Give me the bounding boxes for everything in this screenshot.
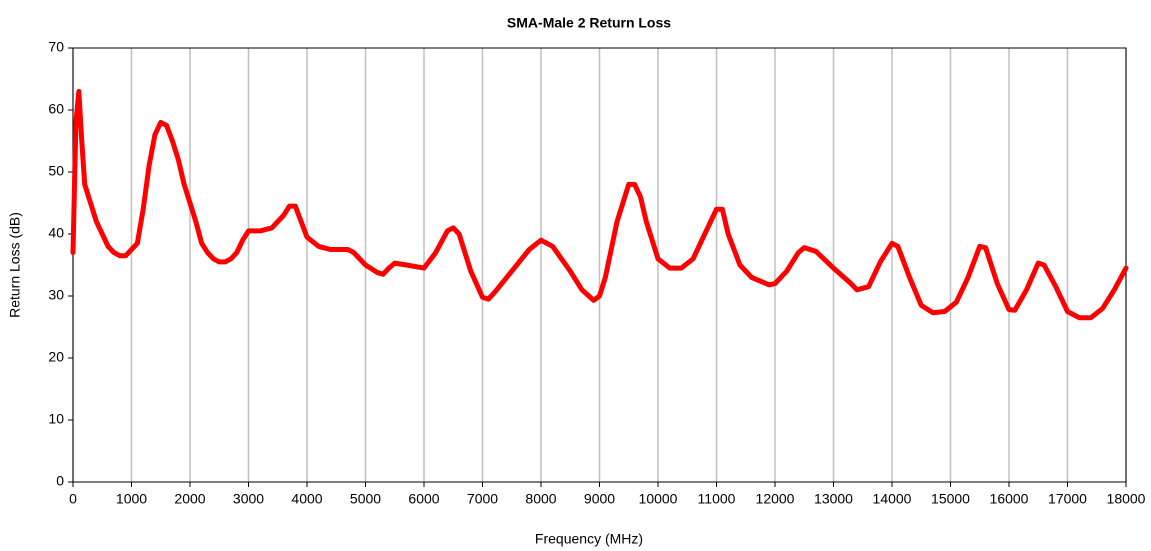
x-tick-label: 14000 <box>873 491 912 507</box>
y-tick-label: 50 <box>48 163 64 179</box>
x-tick-label: 4000 <box>291 491 322 507</box>
x-tick-label: 17000 <box>1048 491 1087 507</box>
chart-title: SMA-Male 2 Return Loss <box>507 15 671 31</box>
y-tick-label: 10 <box>48 411 64 427</box>
y-tick-label: 0 <box>56 473 64 489</box>
y-tick-label: 40 <box>48 225 64 241</box>
x-tick-label: 12000 <box>756 491 795 507</box>
x-tick-label: 9000 <box>584 491 615 507</box>
y-tick-label: 30 <box>48 287 64 303</box>
x-tick-label: 5000 <box>350 491 381 507</box>
y-tick-label: 20 <box>48 349 64 365</box>
data-line <box>70 88 1129 321</box>
x-tick-label: 18000 <box>1107 491 1146 507</box>
x-tick-label: 0 <box>69 491 77 507</box>
x-tick-label: 15000 <box>931 491 970 507</box>
y-axis-label: Return Loss (dB) <box>7 212 23 318</box>
x-axis-label: Frequency (MHz) <box>535 531 643 547</box>
x-tick-label: 1000 <box>116 491 147 507</box>
x-tick-label: 10000 <box>639 491 678 507</box>
x-tick-label: 16000 <box>990 491 1029 507</box>
y-tick-label: 60 <box>48 101 64 117</box>
plot-border <box>72 47 1127 483</box>
y-tick-label: 70 <box>48 39 64 55</box>
x-tick-label: 3000 <box>233 491 264 507</box>
x-tick-label: 8000 <box>525 491 556 507</box>
x-tick-label: 13000 <box>814 491 853 507</box>
x-tick-label: 11000 <box>698 491 736 507</box>
x-tick-label: 6000 <box>408 491 439 507</box>
x-tick-label: 7000 <box>467 491 498 507</box>
x-tick-label: 2000 <box>174 491 205 507</box>
